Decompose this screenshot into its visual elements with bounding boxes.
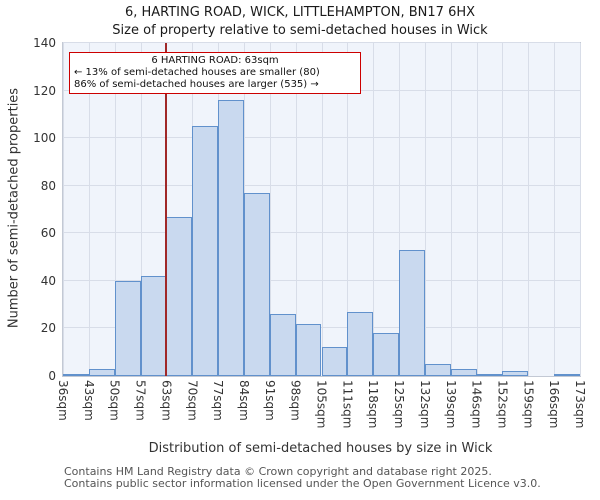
x-gridline	[399, 43, 401, 376]
y-tick-label: 0	[48, 369, 56, 383]
x-tick-label: 63sqm	[159, 380, 174, 421]
chart-title: 6, HARTING ROAD, WICK, LITTLEHAMPTON, BN…	[124, 5, 476, 20]
histogram-bar	[295, 323, 322, 376]
x-tick-label: 173sqm	[573, 380, 587, 429]
histogram-bar	[502, 371, 529, 376]
footer-line2: Contains public sector information licen…	[64, 477, 541, 490]
attribution-footer: Contains HM Land Registry data © Crown c…	[64, 466, 541, 490]
plot-area: 0 20 40 60 80 100 120 140 36sqm 43sqm 50sqm 57sqm 63…	[33, 36, 587, 428]
x-gridline	[424, 43, 426, 376]
x-tick-label: 166sqm	[547, 380, 562, 429]
x-gridline	[321, 43, 323, 376]
y-tick-label: 80	[40, 178, 56, 193]
histogram-bar	[192, 126, 219, 376]
y-tick-label: 120	[33, 83, 56, 98]
x-tick-label: 70sqm	[185, 380, 200, 421]
histogram-bar	[399, 249, 425, 376]
x-tick-label: 132sqm	[417, 380, 432, 429]
x-gridline	[295, 43, 297, 376]
histogram-bar	[140, 276, 167, 376]
histogram-bar	[63, 373, 89, 376]
x-gridline	[502, 43, 504, 376]
histogram-bar	[114, 280, 141, 376]
histogram-bar	[347, 311, 374, 376]
x-tick-label: 118sqm	[366, 380, 381, 429]
footer-line1: Contains HM Land Registry data © Crown c…	[64, 465, 492, 478]
histogram-bar	[373, 333, 400, 376]
histogram-bar	[166, 216, 193, 376]
x-gridline	[88, 43, 90, 376]
histogram-bar	[424, 364, 451, 376]
histogram-bar	[218, 100, 244, 376]
x-gridline	[347, 43, 349, 376]
annotation-larger-text: 86% of semi-detached houses are larger (…	[74, 79, 319, 90]
y-axis-label: Number of semi-detached properties	[6, 87, 22, 329]
x-axis-label: Distribution of semi-detached houses by …	[148, 441, 493, 456]
histogram-bar	[269, 314, 296, 376]
y-tick-label: 20	[40, 321, 56, 336]
x-gridline	[528, 43, 530, 376]
histogram-bar	[554, 373, 580, 376]
x-gridline	[373, 43, 375, 376]
x-tick-label: 98sqm	[288, 380, 303, 421]
x-tick-label: 57sqm	[133, 380, 148, 421]
x-gridline	[476, 43, 478, 376]
histogram-bar	[321, 347, 348, 376]
x-gridline	[63, 43, 64, 376]
y-tick-label: 60	[40, 226, 56, 241]
y-tick-label: 100	[33, 131, 56, 146]
histogram-bar	[450, 368, 477, 376]
annotation-smaller-text: ← 13% of semi-detached houses are smalle…	[74, 67, 320, 78]
x-tick-label: 139sqm	[443, 380, 458, 429]
histogram-bar	[88, 368, 115, 376]
x-tick-label: 105sqm	[314, 380, 329, 429]
x-tick-label: 91sqm	[262, 380, 277, 421]
chart-subtitle: Size of property relative to semi-detach…	[112, 23, 488, 38]
y-tick-label: 140	[33, 36, 56, 50]
x-tick-label: 77sqm	[211, 380, 226, 421]
x-tick-label: 50sqm	[107, 380, 122, 421]
x-gridline	[269, 43, 271, 376]
histogram-bar	[476, 373, 503, 376]
x-tick-label: 43sqm	[81, 380, 96, 421]
annotation-title: 6 HARTING ROAD: 63sqm	[151, 55, 279, 66]
histogram-bar	[243, 192, 270, 376]
x-tick-label: 84sqm	[236, 380, 251, 421]
x-gridline	[580, 43, 581, 376]
x-tick-label: 125sqm	[392, 380, 407, 429]
x-gridline	[114, 43, 116, 376]
y-gridline	[63, 42, 580, 43]
x-tick-label: 159sqm	[521, 380, 536, 429]
x-tick-label: 146sqm	[469, 380, 484, 429]
y-tick-label: 40	[40, 273, 56, 288]
x-tick-label: 111sqm	[340, 380, 355, 429]
marker-annotation: 6 HARTING ROAD: 63sqm ← 13% of semi-deta…	[69, 52, 361, 94]
x-gridline	[140, 43, 142, 376]
x-gridline	[554, 43, 556, 376]
x-tick-label: 152sqm	[495, 380, 510, 429]
property-marker-line	[165, 43, 168, 376]
x-gridline	[450, 43, 452, 376]
x-tick-label: 36sqm	[56, 380, 70, 421]
